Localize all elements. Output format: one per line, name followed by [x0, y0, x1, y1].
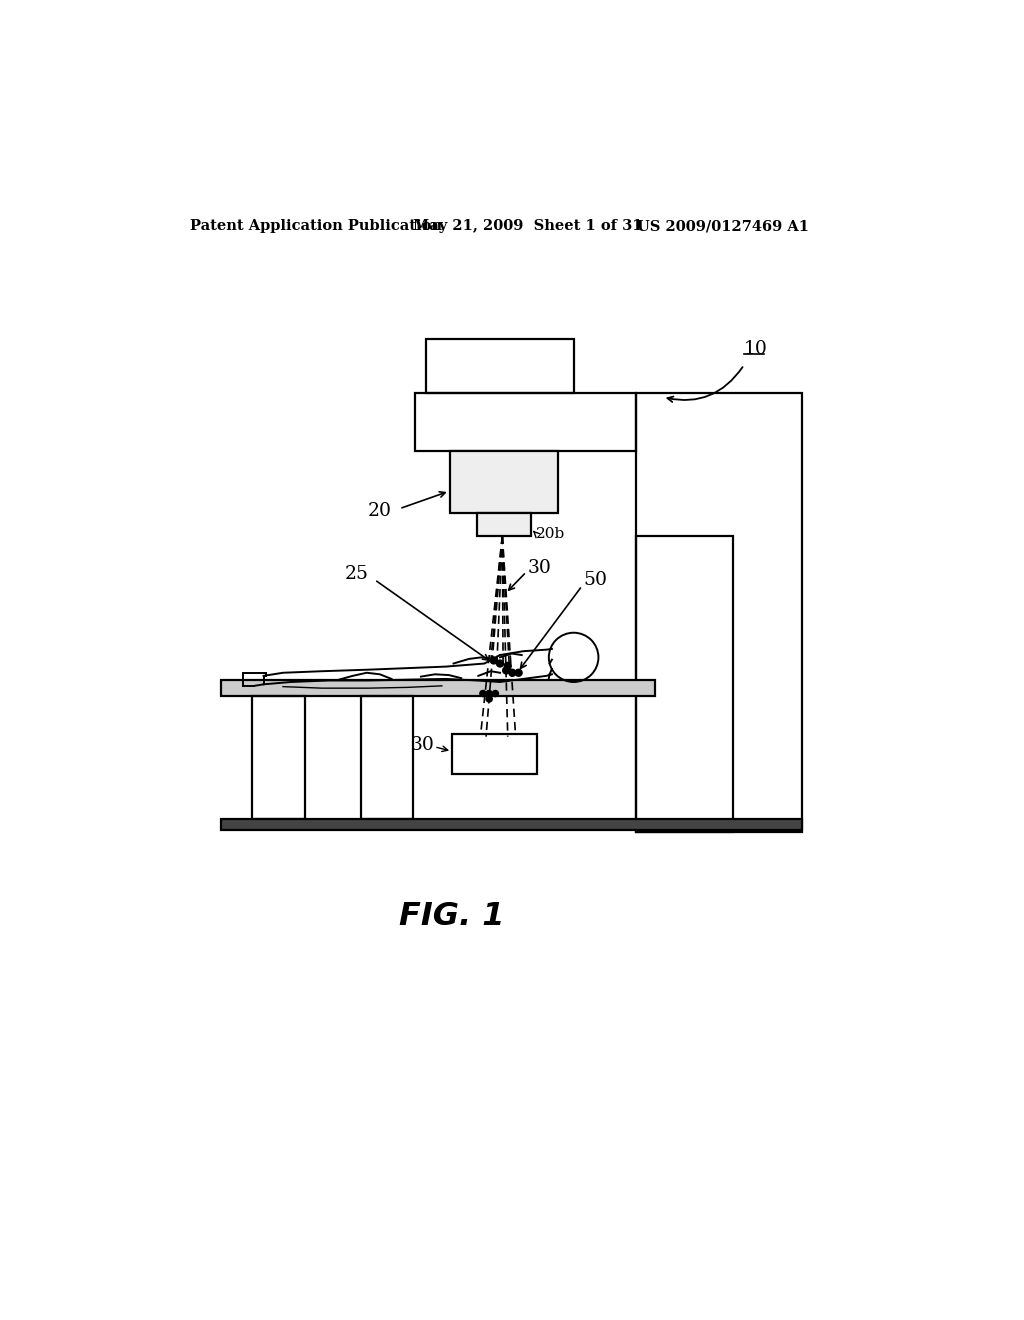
Text: 30: 30	[528, 560, 552, 577]
Circle shape	[503, 667, 510, 675]
Text: May 21, 2009  Sheet 1 of 31: May 21, 2009 Sheet 1 of 31	[414, 219, 643, 234]
Bar	[252, 696, 305, 818]
Circle shape	[504, 663, 511, 669]
Bar	[450, 451, 558, 512]
Circle shape	[509, 669, 516, 676]
Text: 20: 20	[368, 502, 391, 520]
Bar	[415, 393, 636, 451]
Bar	[477, 512, 531, 536]
Bar	[636, 536, 732, 832]
Text: 30: 30	[411, 737, 434, 754]
Text: 25: 25	[344, 565, 369, 583]
Bar	[452, 734, 538, 775]
Bar	[636, 393, 802, 832]
Text: FIG. 1: FIG. 1	[399, 902, 505, 932]
Bar	[221, 681, 655, 696]
Text: Patent Application Publication: Patent Application Publication	[190, 219, 442, 234]
Circle shape	[493, 690, 499, 697]
Bar	[426, 339, 573, 393]
Circle shape	[486, 690, 493, 697]
Text: 20b: 20b	[537, 527, 565, 541]
Circle shape	[480, 690, 486, 697]
Bar	[221, 818, 802, 830]
Text: US 2009/0127469 A1: US 2009/0127469 A1	[637, 219, 809, 234]
Circle shape	[490, 657, 498, 664]
Circle shape	[515, 669, 522, 676]
Circle shape	[486, 696, 493, 702]
Bar	[360, 696, 414, 818]
Text: 10: 10	[744, 341, 768, 358]
Text: 50: 50	[584, 572, 607, 589]
Circle shape	[497, 660, 504, 667]
